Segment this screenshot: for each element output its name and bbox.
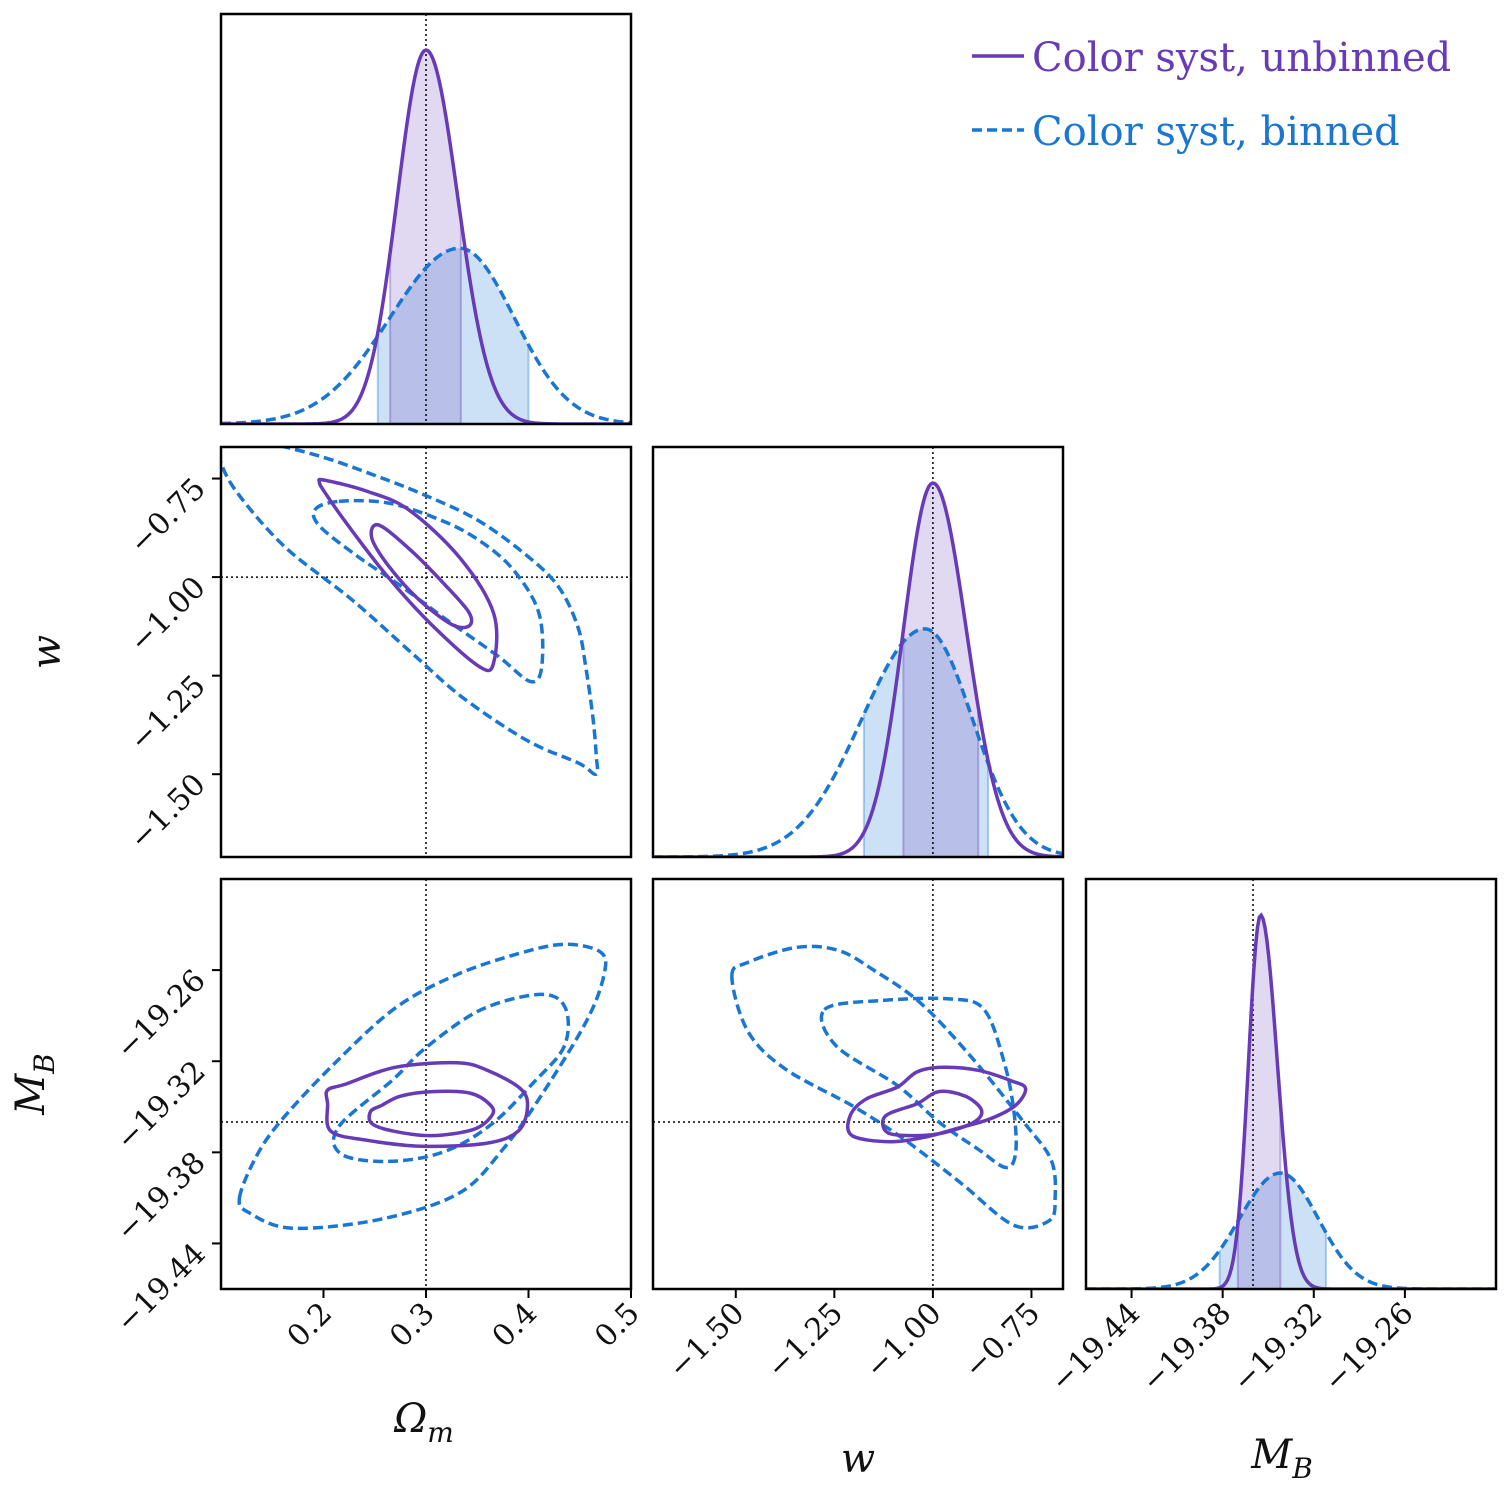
x-tick-label-om: 0.2	[281, 1296, 339, 1354]
x-tick-label-w: −0.75	[957, 1296, 1047, 1386]
contour-unbinned-1sigma	[880, 1089, 984, 1138]
panel-w-mb-contours	[651, 877, 1065, 1291]
panel-frame	[219, 12, 633, 426]
contour-unbinned-2sigma	[846, 1065, 1028, 1144]
credible-band-unbinned	[903, 483, 979, 857]
contour-unbinned-2sigma	[324, 1060, 530, 1149]
axis-subscript: m	[427, 1416, 454, 1449]
y-tick-label-mb: −19.38	[109, 1145, 212, 1248]
contour-binned-1sigma	[819, 996, 1018, 1170]
panel-frame	[219, 445, 633, 859]
axis-subscript: B	[1291, 1452, 1313, 1485]
x-tick-label-om: 0.3	[383, 1296, 441, 1354]
x-tick-label-mb: −19.26	[1317, 1296, 1420, 1399]
credible-band-unbinned	[390, 50, 461, 424]
panel-om-w-contours	[219, 445, 633, 859]
y-axis-label-w: w	[24, 635, 70, 669]
contour-binned-2sigma	[221, 447, 600, 777]
posterior-curve-unbinned	[1086, 912, 1496, 1289]
x-tick-label-om: 0.5	[588, 1296, 646, 1354]
y-tick-label-mb: −19.26	[109, 963, 212, 1066]
contour-unbinned-1sigma	[369, 522, 474, 630]
y-tick-label-w: −1.00	[123, 570, 213, 660]
axis-subscript: B	[28, 1053, 61, 1075]
panel-om-mb-contours	[219, 877, 633, 1291]
x-axis-label-om: Ωm	[393, 1396, 454, 1449]
y-axis-label-mb: MB	[8, 1053, 61, 1116]
contour-binned-2sigma	[730, 944, 1058, 1230]
posterior-curve-binned	[653, 627, 1063, 857]
x-axis-label-w: w	[841, 1436, 875, 1482]
x-tick-label-om: 0.4	[486, 1296, 544, 1354]
contour-binned-2sigma	[237, 942, 608, 1231]
x-tick-label-mb: −19.32	[1226, 1296, 1329, 1399]
x-tick-label-w: −1.25	[760, 1296, 850, 1386]
x-tick-label-mb: −19.44	[1044, 1296, 1147, 1399]
x-tick-label-w: −1.00	[859, 1296, 949, 1386]
contour-unbinned-1sigma	[367, 1089, 496, 1138]
panel-frame	[1084, 877, 1498, 1291]
y-tick-label-w: −0.75	[123, 471, 213, 561]
panel-frame	[651, 877, 1065, 1291]
contour-binned-1sigma	[331, 992, 571, 1164]
contour-binned-1sigma	[311, 498, 545, 684]
y-tick-label-mb: −19.44	[109, 1236, 212, 1339]
legend: Color syst, unbinned Color syst, binned	[972, 35, 1451, 155]
posterior-curve-binned	[221, 246, 631, 424]
panel-frame	[651, 445, 1065, 859]
legend-label-unbinned: Color syst, unbinned	[1032, 35, 1451, 81]
x-tick-label-mb: −19.38	[1135, 1296, 1238, 1399]
panel-w-histogram	[651, 445, 1065, 859]
y-tick-label-w: −1.50	[123, 767, 213, 857]
x-axis-label-mb: MB	[1250, 1432, 1313, 1485]
panel-om-histogram	[219, 12, 633, 426]
y-tick-label-w: −1.25	[123, 669, 213, 759]
x-tick-label-w: −1.50	[662, 1296, 752, 1386]
panel-mb-histogram	[1084, 877, 1498, 1291]
legend-label-binned: Color syst, binned	[1032, 109, 1400, 155]
y-tick-label-mb: −19.32	[109, 1054, 212, 1157]
credible-band-unbinned	[1237, 915, 1281, 1289]
contour-unbinned-2sigma	[317, 477, 499, 673]
posterior-curve-unbinned	[653, 481, 1063, 857]
